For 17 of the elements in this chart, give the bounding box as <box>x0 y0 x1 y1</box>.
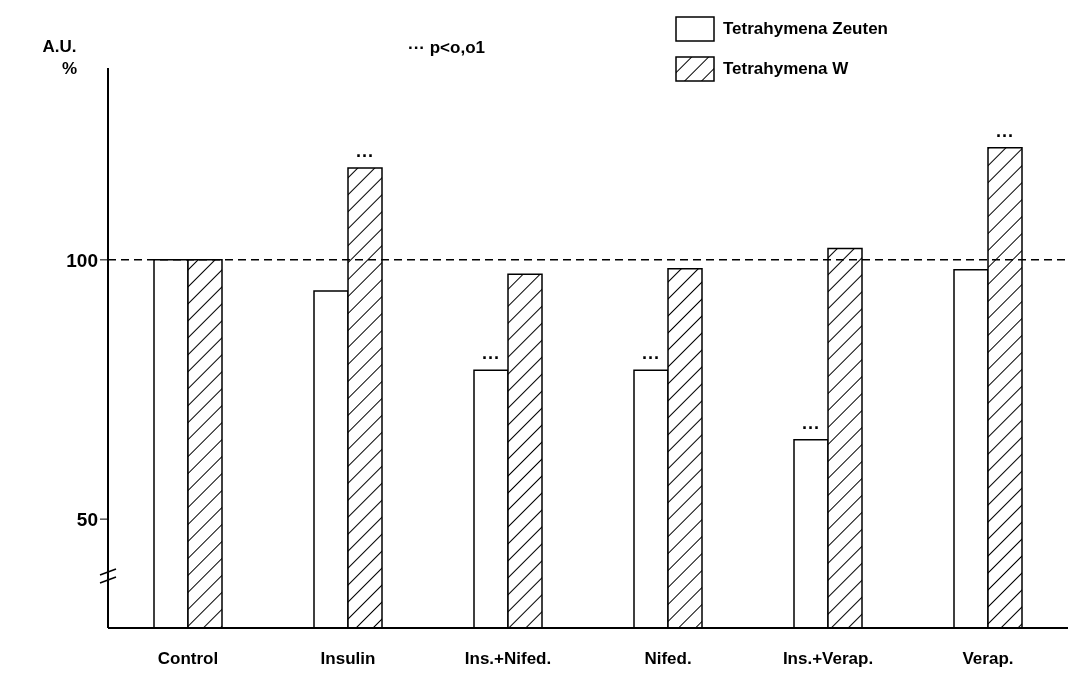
annotation: ··· <box>996 125 1014 146</box>
x-tick-label: Control <box>157 649 219 669</box>
annotation: ··· <box>802 417 820 438</box>
annotation: ··· <box>642 348 660 369</box>
y-tick-label: 50 <box>76 508 98 530</box>
legend-label: Tetrahymena W <box>722 59 849 79</box>
text: ··· p<o,o1 <box>408 38 485 58</box>
x-tick-label: Ins.+Verap. <box>782 649 874 669</box>
annotation: ··· <box>482 348 500 369</box>
x-tick-label: Insulin <box>320 649 376 669</box>
x-tick-label: Nifed. <box>644 649 692 669</box>
x-tick-label: Ins.+Nifed. <box>464 649 552 669</box>
legend-label: Tetrahymena Zeuten <box>722 19 888 39</box>
y-axis-title: A.U. % <box>42 36 78 80</box>
y-tick-label: 100 <box>66 249 98 271</box>
annotation: ··· <box>356 146 374 167</box>
x-tick-label: Verap. <box>962 649 1014 669</box>
